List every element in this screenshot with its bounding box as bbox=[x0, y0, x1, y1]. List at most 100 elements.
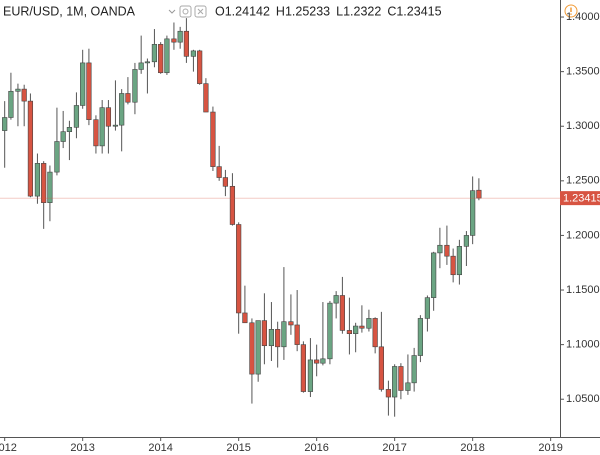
candle-body bbox=[229, 185, 236, 225]
candle-body bbox=[456, 246, 462, 276]
candle-body bbox=[99, 107, 105, 147]
candle-body bbox=[417, 318, 423, 356]
candle-body bbox=[183, 30, 190, 57]
candle-body bbox=[80, 62, 86, 106]
candle-body bbox=[437, 244, 443, 254]
candle-body bbox=[27, 100, 34, 197]
candle-body bbox=[242, 312, 248, 324]
candle-body bbox=[431, 252, 437, 298]
candle-body bbox=[236, 224, 242, 314]
close-icon bbox=[194, 5, 207, 18]
candle-body bbox=[112, 124, 119, 127]
candle-body bbox=[385, 389, 392, 398]
x-tick-label: 2012 bbox=[0, 442, 17, 454]
y-tick-label: 1.40000 bbox=[566, 11, 600, 23]
candle-body bbox=[151, 44, 158, 63]
settings-icon bbox=[179, 5, 192, 18]
candle-body bbox=[372, 318, 378, 348]
candle-body bbox=[327, 302, 333, 360]
x-tick-label: 2017 bbox=[382, 442, 406, 454]
header-icons bbox=[168, 4, 578, 18]
header: EUR/USD, 1M, OANDA O 1.24142 H 1.25233 L 1.23… bbox=[3, 4, 442, 18]
candle-body bbox=[158, 44, 164, 74]
candle-body bbox=[288, 321, 294, 326]
candle-body bbox=[366, 318, 372, 329]
y-tick-label: 1.30000 bbox=[566, 120, 600, 132]
candle-body bbox=[41, 163, 47, 203]
candle-body bbox=[378, 346, 384, 390]
candle-body bbox=[15, 88, 21, 92]
candle-body bbox=[275, 329, 281, 348]
candle-body bbox=[346, 330, 353, 335]
candle-body bbox=[210, 111, 216, 167]
candle-body bbox=[164, 38, 170, 74]
candle-body bbox=[320, 358, 326, 364]
candle-body bbox=[444, 244, 450, 257]
candle-body bbox=[86, 62, 92, 120]
plot-area bbox=[0, 18, 560, 417]
candle-body bbox=[339, 295, 345, 331]
candle-body bbox=[261, 320, 268, 347]
y-tick-label: 1.20000 bbox=[566, 229, 600, 241]
candle-body bbox=[60, 131, 66, 142]
candle-body bbox=[398, 366, 404, 391]
candle-body bbox=[314, 359, 320, 364]
x-tick-label: 2015 bbox=[226, 442, 250, 454]
x-tick-label: 2018 bbox=[460, 442, 484, 454]
candle-body bbox=[171, 38, 177, 43]
alert-icon[interactable] bbox=[564, 4, 578, 18]
x-tick-label: 2014 bbox=[148, 442, 172, 454]
settings-icon-dot bbox=[182, 8, 189, 15]
candle-body bbox=[405, 382, 411, 391]
candle-body bbox=[125, 93, 131, 103]
candle-body bbox=[476, 189, 482, 199]
candle-body bbox=[21, 88, 27, 102]
candle-body bbox=[255, 320, 261, 375]
y-tick-label: 1.10000 bbox=[566, 339, 600, 351]
candle-body bbox=[8, 90, 14, 118]
candle-body bbox=[138, 62, 144, 70]
candle-body bbox=[411, 355, 417, 384]
candle-body bbox=[281, 321, 287, 348]
candle-body bbox=[249, 322, 255, 375]
candle-body bbox=[93, 119, 99, 147]
candle-body bbox=[66, 127, 73, 132]
ohlc-label: C bbox=[387, 4, 396, 18]
ohlc-label: O bbox=[215, 4, 225, 18]
candle-body bbox=[203, 83, 209, 113]
candle-body bbox=[132, 69, 138, 103]
candle-body bbox=[190, 50, 197, 57]
candle-body bbox=[359, 325, 365, 329]
candle-body bbox=[450, 255, 456, 276]
candle-body bbox=[54, 141, 60, 173]
candle-body bbox=[144, 61, 151, 64]
candle-body bbox=[353, 325, 359, 335]
ohlc-value: 1.24142 bbox=[225, 4, 270, 18]
candle-body bbox=[268, 329, 275, 347]
last-price-label: 1.23415 bbox=[563, 193, 600, 205]
candle-body bbox=[2, 117, 8, 131]
ohlc-value: 1.25233 bbox=[285, 4, 330, 18]
candle-body bbox=[222, 177, 229, 187]
candle-body bbox=[177, 30, 183, 43]
x-tick-label: 2016 bbox=[304, 442, 328, 454]
candle-body bbox=[47, 171, 53, 203]
candle-body bbox=[333, 295, 339, 304]
candle-body bbox=[216, 166, 222, 178]
y-tick-label: 1.25000 bbox=[566, 175, 600, 187]
dropdown-icon bbox=[168, 9, 176, 14]
candle-body bbox=[34, 163, 41, 197]
ohlc-label: H bbox=[276, 4, 285, 18]
x-tick-label: 2013 bbox=[70, 442, 94, 454]
candle-body bbox=[300, 344, 306, 392]
candle-body bbox=[307, 359, 314, 392]
candle-body bbox=[119, 93, 125, 126]
candle-body bbox=[197, 50, 203, 84]
y-tick-label: 1.35000 bbox=[566, 66, 600, 78]
last-price-tag bbox=[560, 191, 600, 206]
candle-body bbox=[392, 366, 398, 398]
candle-body bbox=[463, 235, 470, 247]
